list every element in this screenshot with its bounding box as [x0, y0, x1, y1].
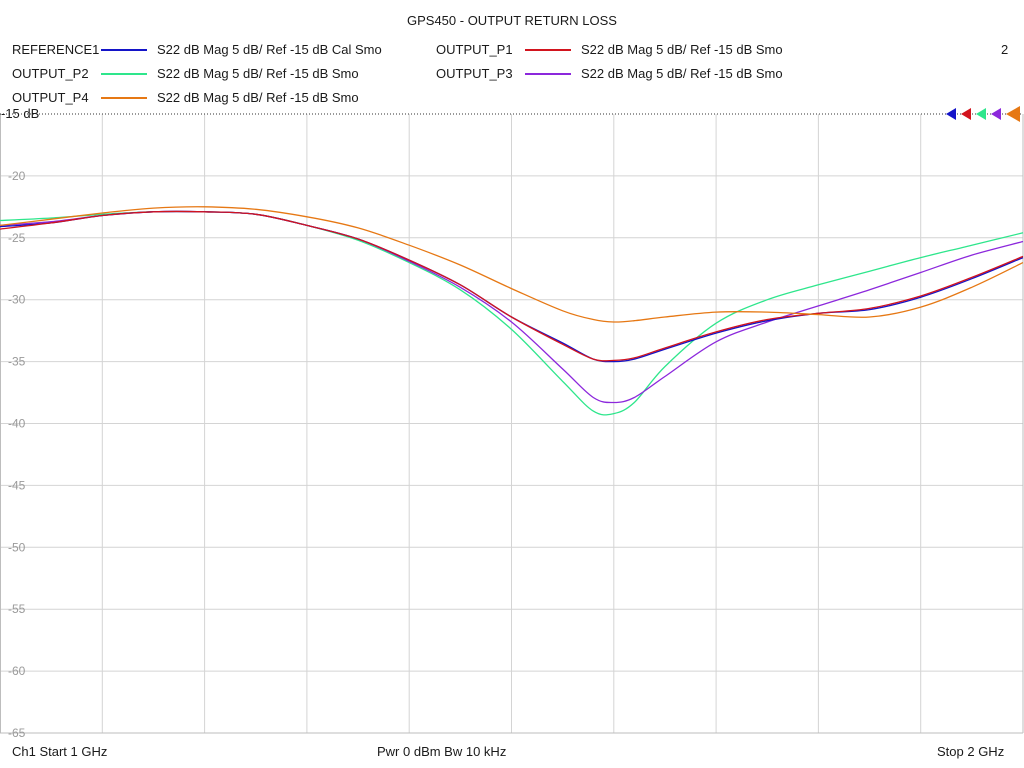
y-tick-label: -60 — [8, 664, 26, 678]
y-tick-label: -20 — [8, 169, 26, 183]
y-tick-label: -25 — [8, 231, 26, 245]
y-tick-label: -65 — [8, 726, 26, 740]
footer-start-frequency: Ch1 Start 1 GHz — [12, 744, 108, 759]
reference-marker-icon — [991, 108, 1001, 120]
reference-marker-icon — [946, 108, 956, 120]
legend-description: S22 dB Mag 5 dB/ Ref -15 dB Smo — [581, 42, 783, 57]
y-tick-label: -30 — [8, 293, 26, 307]
y-tick-label: -40 — [8, 417, 26, 431]
legend-description: S22 dB Mag 5 dB/ Ref -15 dB Smo — [157, 90, 359, 105]
legend-name: REFERENCE1 — [12, 42, 100, 57]
channel-number: 2 — [1001, 42, 1009, 57]
y-tick-label: -45 — [8, 478, 26, 492]
legend-swatch — [101, 73, 147, 75]
legend-description: S22 dB Mag 5 dB/ Ref -15 dB Smo — [157, 66, 359, 81]
legend-name: OUTPUT_P1 — [436, 42, 513, 57]
y-tick-label: -35 — [8, 355, 26, 369]
reference-marker-icon — [976, 108, 986, 120]
y-tick-label: -50 — [8, 540, 26, 554]
grid — [0, 113, 1024, 734]
legend-swatch — [101, 49, 147, 51]
legend-description: S22 dB Mag 5 dB/ Ref -15 dB Smo — [581, 66, 783, 81]
legend-swatch — [525, 49, 571, 51]
legend-name: OUTPUT_P3 — [436, 66, 513, 81]
reference-markers — [946, 106, 1020, 122]
reference-marker-icon — [1006, 106, 1020, 122]
reference-marker-icon — [961, 108, 971, 120]
legend-name: OUTPUT_P4 — [12, 90, 89, 105]
legend-name: OUTPUT_P2 — [12, 66, 89, 81]
series-lines — [0, 206, 1024, 416]
y-tick-label: -15 dB — [1, 106, 39, 121]
legend-description: S22 dB Mag 5 dB/ Ref -15 dB Cal Smo — [157, 42, 382, 57]
y-tick-label: -55 — [8, 602, 26, 616]
series-line-output-p4 — [0, 206, 1024, 323]
chart-title: GPS450 - OUTPUT RETURN LOSS — [407, 13, 617, 28]
series-line-output-p1 — [0, 210, 1024, 362]
legend-swatch — [101, 97, 147, 99]
legend-swatch — [525, 73, 571, 75]
footer-stop-frequency: Stop 2 GHz — [937, 744, 1005, 759]
footer-power-bandwidth: Pwr 0 dBm Bw 10 kHz — [377, 744, 507, 759]
y-axis-ticks: -15 dB -20 -25 -30 -35 -40 -45 -50 -55 -60 -65 — [1, 106, 39, 740]
